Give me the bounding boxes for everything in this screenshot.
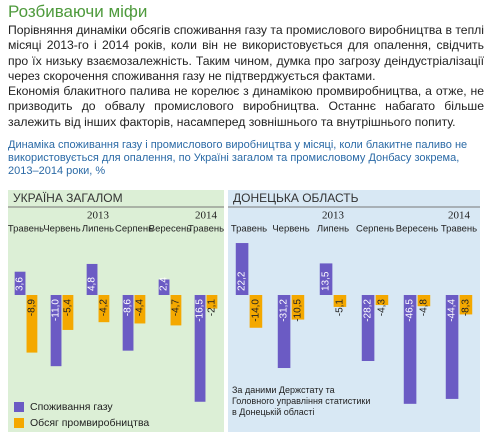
value-label: -4,3	[377, 299, 388, 317]
value-label: -31,2	[279, 299, 290, 322]
bar	[403, 295, 417, 404]
x-tick-label: Травень	[231, 224, 267, 235]
value-label: 3,6	[15, 277, 26, 291]
value-label: 4,8	[87, 277, 98, 291]
paragraph: Економія блакитного палива не корелює з …	[8, 84, 484, 129]
x-tick-label: Травень	[8, 224, 44, 235]
bar	[134, 295, 146, 324]
value-label: -11,0	[51, 299, 62, 321]
value-label: -4,2	[99, 299, 110, 317]
year-label: 2013	[87, 210, 110, 222]
year-label: 2014	[448, 210, 471, 222]
value-label: -10,5	[293, 299, 304, 322]
x-tick-label: Вересень	[396, 224, 438, 235]
legend-swatch	[14, 418, 24, 428]
value-label: 22,2	[237, 271, 248, 291]
page-title: Розбиваючи міфи	[8, 2, 148, 21]
bar	[122, 295, 134, 351]
value-label: -4,4	[135, 299, 146, 317]
bar	[333, 295, 347, 307]
value-label: -46,5	[405, 299, 416, 322]
bar	[14, 271, 26, 295]
bar	[86, 263, 98, 295]
bar	[158, 279, 170, 295]
year-label: 2014	[195, 210, 218, 222]
value-label: -2,1	[207, 299, 218, 317]
bar	[62, 295, 74, 330]
bar	[194, 295, 206, 402]
bar	[249, 295, 263, 328]
x-tick-label: Травень	[188, 224, 224, 235]
body-text: Порівняння динаміки обсягів споживання г…	[8, 23, 484, 130]
legend-label: Споживання газу	[30, 401, 113, 413]
value-label: 2,4	[159, 277, 170, 291]
x-tick-label: Липень	[317, 224, 349, 235]
panel-background	[228, 190, 480, 432]
chart-subtitle: Динаміка споживання газу і промислового …	[8, 139, 468, 177]
bar	[375, 295, 389, 306]
year-label: 2013	[322, 210, 345, 222]
bar	[277, 295, 291, 369]
bar	[445, 295, 459, 399]
source-note: За даними Держстату та Головного управлі…	[232, 385, 371, 417]
bar	[50, 295, 62, 367]
bar	[361, 295, 375, 361]
bar	[170, 295, 182, 326]
panel-title: ДОНЕЦЬКА ОБЛАСТЬ	[233, 191, 359, 205]
value-label: -5,1	[335, 299, 346, 317]
x-tick-label: Травень	[441, 224, 477, 235]
bar	[291, 295, 305, 320]
bar	[319, 263, 333, 295]
bar	[235, 243, 249, 295]
value-label: 13,5	[321, 271, 332, 291]
bar	[98, 295, 110, 323]
value-label: -4,8	[419, 299, 430, 317]
value-label: -8,3	[461, 299, 472, 317]
legend-label: Обсяг промвиробництва	[30, 417, 149, 429]
bar	[206, 295, 218, 309]
panel-title: УКРАЇНА ЗАГАЛОМ	[13, 191, 123, 205]
x-tick-label: Серпень	[356, 224, 394, 235]
bar	[26, 295, 38, 353]
x-tick-label: Вересень	[149, 224, 191, 235]
panel-background	[8, 190, 224, 432]
value-label: -5,4	[63, 299, 74, 317]
value-label: -16,5	[195, 299, 206, 322]
paragraph: Порівняння динаміки обсягів споживання г…	[8, 23, 484, 83]
legend-swatch	[14, 402, 24, 412]
bar	[417, 295, 431, 307]
x-tick-label: Червень	[43, 224, 80, 235]
x-tick-label: Липень	[82, 224, 114, 235]
value-label: -4,7	[171, 299, 182, 317]
value-label: -14,0	[251, 299, 262, 322]
value-label: -8,9	[27, 299, 38, 317]
x-tick-label: Серпень	[115, 224, 153, 235]
value-label: -8,6	[123, 299, 134, 317]
value-label: -44,4	[447, 299, 458, 322]
bar	[459, 295, 473, 315]
x-tick-label: Червень	[272, 224, 309, 235]
value-label: -28,2	[363, 299, 374, 322]
